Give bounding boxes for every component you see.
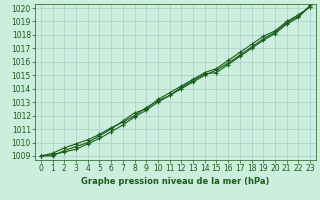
X-axis label: Graphe pression niveau de la mer (hPa): Graphe pression niveau de la mer (hPa)	[81, 177, 270, 186]
